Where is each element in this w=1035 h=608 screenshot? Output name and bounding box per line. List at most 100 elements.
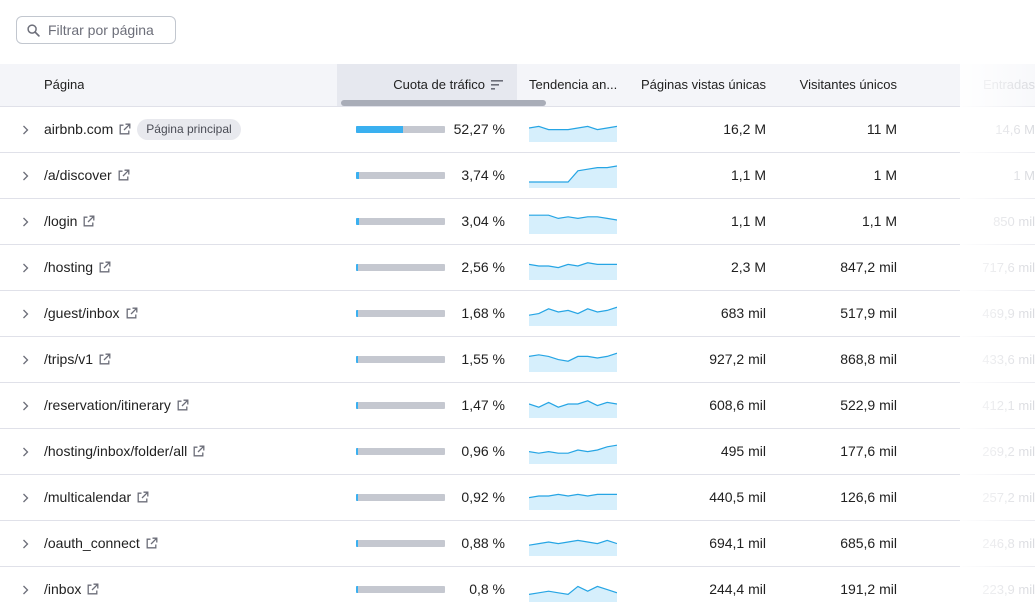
external-link-icon[interactable]	[86, 583, 99, 596]
external-link-icon[interactable]	[82, 215, 95, 228]
entries-value: 1 M	[1013, 168, 1035, 183]
sparkline-line	[529, 444, 617, 454]
trend-sparkline	[529, 214, 617, 234]
page-cell: /multicalendar	[44, 475, 149, 520]
column-header-visitors[interactable]: Visitantes únicos	[799, 77, 897, 92]
expand-chevron-icon[interactable]	[18, 199, 32, 244]
external-link-icon[interactable]	[98, 261, 111, 274]
share-bar	[356, 310, 445, 317]
sparkline-line	[529, 262, 617, 269]
page-link[interactable]: /multicalendar	[44, 489, 132, 505]
sparkline-area	[529, 445, 617, 464]
unique-pageviews-value: 608,6 mil	[709, 397, 766, 413]
sparkline-area	[529, 400, 617, 418]
sparkline-line	[529, 585, 617, 596]
table-row[interactable]: /trips/v1 1,55 % 927,2 mil 868,8 mil 433,6 m…	[0, 337, 1035, 383]
column-header-share[interactable]: Cuota de tráfico	[337, 64, 517, 106]
external-link-icon[interactable]	[176, 399, 189, 412]
expand-chevron-icon[interactable]	[18, 429, 32, 474]
share-bar-fill	[356, 126, 403, 133]
share-value: 1,47 %	[461, 397, 505, 413]
expand-chevron-icon[interactable]	[18, 107, 32, 152]
expand-chevron-icon[interactable]	[18, 521, 32, 566]
share-bar	[356, 356, 445, 363]
page-link[interactable]: /guest/inbox	[44, 305, 120, 321]
table-body: airbnb.com Página principal 52,27 % 16,2 M 1…	[0, 107, 1035, 608]
sparkline-area	[529, 126, 617, 142]
sparkline-line	[529, 165, 617, 183]
trend-sparkline	[529, 165, 617, 188]
page-link[interactable]: /a/discover	[44, 167, 112, 183]
unique-pageviews-value: 495 mil	[720, 443, 766, 459]
external-link-icon[interactable]	[117, 169, 130, 182]
page-link[interactable]: /trips/v1	[44, 351, 94, 367]
entries-value: 433,6 mil	[982, 352, 1035, 367]
share-value: 3,04 %	[461, 213, 505, 229]
external-link-icon[interactable]	[192, 445, 205, 458]
external-link-icon[interactable]	[118, 123, 131, 136]
page-link[interactable]: /hosting/inbox/folder/all	[44, 443, 188, 459]
table-row[interactable]: /hosting 2,56 % 2,3 M 847,2 mil 717,6 mil	[0, 245, 1035, 291]
table-row[interactable]: /reservation/itinerary 1,47 % 608,6 mil 522…	[0, 383, 1035, 429]
page-link[interactable]: /hosting	[44, 259, 94, 275]
unique-visitors-value: 685,6 mil	[840, 535, 897, 551]
page-link[interactable]: /inbox	[44, 581, 82, 597]
trend-sparkline	[529, 400, 617, 418]
table-row[interactable]: /oauth_connect 0,88 % 694,1 mil 685,6 mil 24…	[0, 521, 1035, 567]
external-link-icon[interactable]	[136, 491, 149, 504]
unique-visitors-value: 522,9 mil	[840, 397, 897, 413]
external-link-icon[interactable]	[98, 353, 111, 366]
sort-descending-icon[interactable]	[491, 65, 503, 106]
column-header-page[interactable]: Página	[44, 77, 85, 92]
sparkline-area	[529, 215, 617, 234]
external-link-icon[interactable]	[145, 537, 158, 550]
expand-chevron-icon[interactable]	[18, 153, 32, 198]
share-bar	[356, 126, 445, 133]
share-bar-fill	[356, 402, 358, 409]
table-row[interactable]: /guest/inbox 1,68 % 683 mil 517,9 mil 469,9 …	[0, 291, 1035, 337]
trend-sparkline	[529, 444, 617, 464]
share-bar-fill	[356, 586, 358, 593]
unique-visitors-value: 868,8 mil	[840, 351, 897, 367]
expand-chevron-icon[interactable]	[18, 567, 32, 608]
table-row[interactable]: /multicalendar 0,92 % 440,5 mil 126,6 mil 25…	[0, 475, 1035, 521]
page-link[interactable]: /reservation/itinerary	[44, 397, 171, 413]
column-header-entries[interactable]: Entradas	[982, 77, 1035, 92]
unique-pageviews-value: 16,2 M	[723, 121, 766, 137]
table-row[interactable]: airbnb.com Página principal 52,27 % 16,2 M 1…	[0, 107, 1035, 153]
share-bar	[356, 494, 445, 501]
table-row[interactable]: /a/discover 3,74 % 1,1 M 1 M 1 M	[0, 153, 1035, 199]
column-header-views[interactable]: Páginas vistas únicas	[640, 77, 766, 92]
page-link[interactable]: /oauth_connect	[44, 535, 140, 551]
table-row[interactable]: /login 3,04 % 1,1 M 1,1 M 850 mil	[0, 199, 1035, 245]
unique-visitors-value: 191,2 mil	[840, 581, 897, 597]
share-value: 2,56 %	[461, 259, 505, 275]
expand-chevron-icon[interactable]	[18, 337, 32, 382]
search-field[interactable]	[16, 16, 176, 44]
table-row[interactable]: /inbox 0,8 % 244,4 mil 191,2 mil 223,9 mil	[0, 567, 1035, 608]
expand-chevron-icon[interactable]	[18, 383, 32, 428]
horizontal-scrollbar[interactable]	[341, 100, 546, 106]
entries-value: 223,9 mil	[982, 582, 1035, 597]
sparkline-line	[529, 125, 617, 131]
page-cell: /guest/inbox	[44, 291, 138, 336]
sparkline-line	[529, 306, 617, 316]
trend-sparkline	[529, 125, 617, 142]
unique-pageviews-value: 1,1 M	[730, 167, 766, 183]
expand-chevron-icon[interactable]	[18, 245, 32, 290]
external-link-icon[interactable]	[125, 307, 138, 320]
share-value: 0,92 %	[461, 489, 505, 505]
search-input[interactable]	[48, 22, 168, 38]
page-link[interactable]: /login	[44, 213, 78, 229]
page-link[interactable]: airbnb.com	[44, 121, 114, 137]
share-value: 0,88 %	[461, 535, 505, 551]
search-icon	[27, 23, 40, 37]
share-bar	[356, 540, 445, 547]
share-bar-fill	[356, 356, 358, 363]
expand-chevron-icon[interactable]	[18, 475, 32, 520]
homepage-badge: Página principal	[137, 119, 241, 140]
table-row[interactable]: /hosting/inbox/folder/all 0,96 % 495 mil 17…	[0, 429, 1035, 475]
entries-value: 469,9 mil	[982, 306, 1035, 321]
sparkline-area	[529, 586, 617, 602]
expand-chevron-icon[interactable]	[18, 291, 32, 336]
